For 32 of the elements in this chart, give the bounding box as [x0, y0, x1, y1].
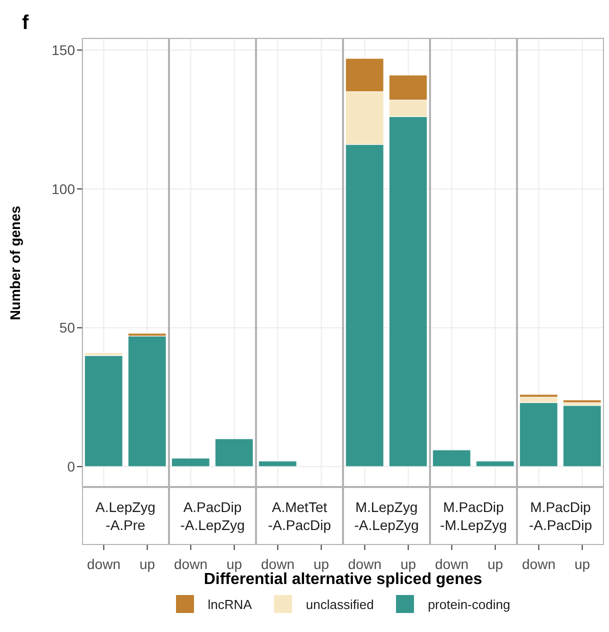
- text: A.PacDip -A.LepZyg: [169, 487, 256, 545]
- y-tick-label: 0: [67, 458, 76, 475]
- y-tick-label: 100: [52, 180, 76, 197]
- text: f: [22, 12, 29, 35]
- bar: [562, 405, 602, 467]
- text: M.LepZyg -A.LepZyg: [343, 487, 430, 545]
- x-tick-label: down: [261, 556, 294, 572]
- x-tick-label: up: [487, 556, 504, 572]
- y-axis-title: Number of genes: [7, 205, 23, 320]
- x-tick-label: up: [139, 556, 156, 572]
- text: M.PacDip -A.PacDip: [517, 487, 604, 545]
- text: A.MetTet -A.PacDip: [256, 487, 343, 545]
- y-tick-label: 50: [59, 320, 76, 336]
- text: M.PacDip -M.LepZyg: [430, 487, 517, 545]
- x-tick-label: up: [400, 556, 416, 572]
- x-tick-label: down: [522, 556, 556, 572]
- x-tick-label: down: [435, 556, 468, 572]
- y-tick-label: 150: [52, 42, 76, 58]
- text: A.LepZyg -A.Pre: [82, 487, 169, 545]
- x-axis-title: Differential alternative spliced genes: [202, 571, 484, 589]
- bar: [562, 400, 602, 404]
- x-tick-label: down: [174, 556, 208, 572]
- legend-label: protein-coding: [428, 596, 510, 612]
- legend-label: lncRNA: [208, 596, 252, 612]
- x-tick-label: up: [574, 556, 590, 572]
- x-tick-label: up: [313, 556, 330, 572]
- x-tick-label: down: [348, 556, 382, 572]
- x-tick-label: up: [226, 556, 242, 572]
- x-tick-label: down: [87, 556, 120, 572]
- bar: [84, 355, 123, 467]
- bar: [128, 336, 166, 467]
- legend-label: unclassified: [306, 596, 374, 612]
